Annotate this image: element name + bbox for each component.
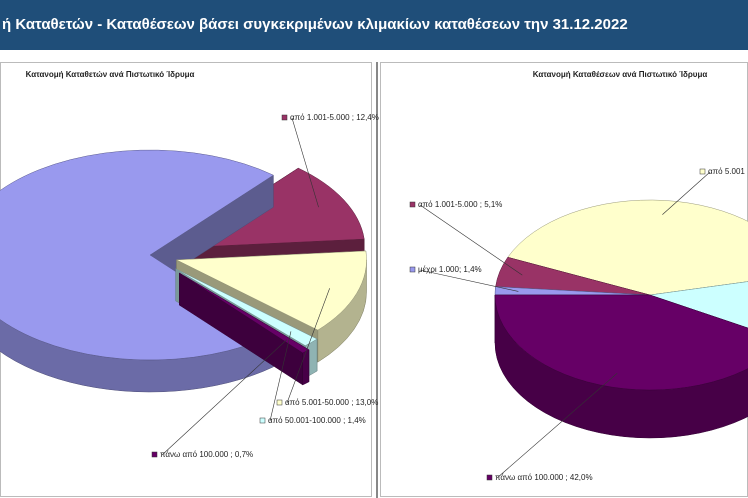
leader-line — [662, 171, 711, 215]
label-key — [486, 474, 493, 481]
label-key — [281, 114, 288, 121]
leader-line — [419, 269, 519, 292]
data-label: από 5.001 — [708, 167, 745, 176]
label-key — [276, 399, 283, 406]
data-label: μέχρι 1.000; 1,4% — [418, 265, 482, 274]
data-label: από 5.001-50.000 ; 13,0% — [285, 398, 378, 407]
data-label: από 1.001-5.000 ; 5,1% — [418, 200, 502, 209]
label-key — [409, 266, 416, 273]
label-key — [151, 451, 158, 458]
data-label: πάνω από 100.000 ; 42,0% — [495, 473, 593, 482]
slice — [649, 281, 748, 329]
label-key — [409, 201, 416, 208]
leader-line — [269, 331, 292, 422]
header-bar: ή Καταθετών - Καταθέσεων βάσει συγκεκριμ… — [0, 0, 748, 50]
pie — [0, 149, 367, 393]
data-label: πάνω από 100.000 ; 0,7% — [160, 450, 253, 459]
chart-title: Κατανομή Καταθετών ανά Πιστωτικό Ίδρυμα — [26, 70, 195, 79]
leader-line — [161, 339, 288, 456]
slice — [175, 250, 367, 331]
leader-line — [419, 204, 523, 276]
slice — [494, 294, 748, 391]
chart-title: Κατανομή Καταθέσεων ανά Πιστωτικό Ίδρυμα — [533, 70, 708, 79]
slice — [507, 199, 748, 296]
leader-line — [496, 372, 618, 479]
data-label: από 1.001-5.000 ; 12,4% — [290, 113, 379, 122]
leader-line — [291, 117, 319, 208]
slice — [175, 268, 318, 346]
label-key — [699, 168, 706, 175]
leader-line — [286, 288, 330, 404]
slice-side — [302, 349, 310, 386]
label-key — [259, 417, 266, 424]
header-title: ή Καταθετών - Καταθέσεων βάσει συγκεκριμ… — [2, 16, 628, 33]
pie — [494, 199, 748, 439]
data-label: από 50.001-100.000 ; 1,4% — [268, 416, 366, 425]
slice — [179, 272, 310, 354]
